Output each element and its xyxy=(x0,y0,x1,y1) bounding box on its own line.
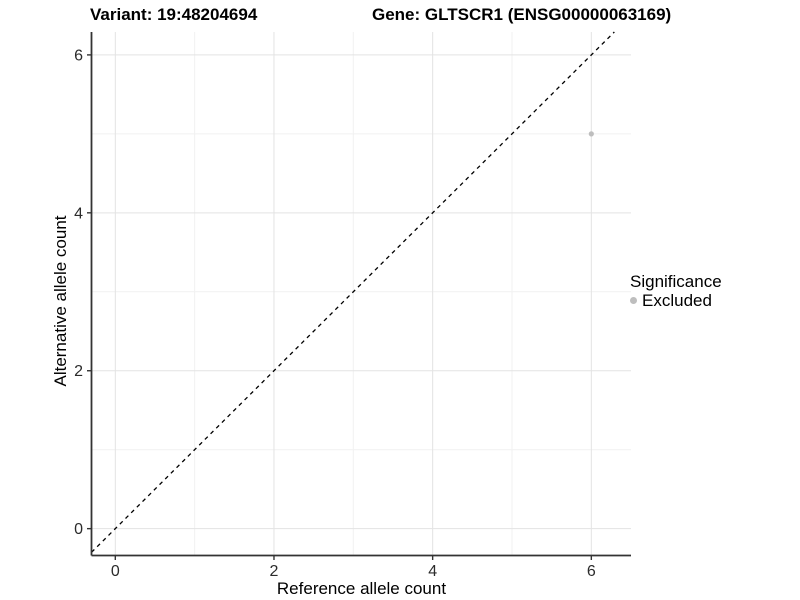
variant-title: Variant: 19:48204694 xyxy=(90,5,258,24)
y-axis-tick-label: 2 xyxy=(74,363,83,380)
data-point xyxy=(588,131,594,137)
y-axis-title: Alternative allele count xyxy=(51,215,70,387)
y-axis-tick-label: 4 xyxy=(74,205,83,222)
excluded-point-icon xyxy=(630,297,637,304)
legend-item-label: Excluded xyxy=(642,291,712,310)
legend-item: Excluded xyxy=(630,291,722,310)
legend-title: Significance xyxy=(630,272,722,291)
x-axis-title: Reference allele count xyxy=(276,579,447,598)
legend: Significance Excluded xyxy=(630,272,722,310)
x-axis-tick-label: 4 xyxy=(428,563,437,580)
x-axis-tick-label: 2 xyxy=(270,563,279,580)
y-axis-tick-label: 0 xyxy=(74,521,83,538)
identity-line xyxy=(91,31,615,553)
gene-title: Gene: GLTSCR1 (ENSG00000063169) xyxy=(372,5,672,24)
x-axis-tick-label: 0 xyxy=(111,563,120,580)
y-axis-tick-label: 6 xyxy=(74,47,83,64)
x-axis-tick-label: 6 xyxy=(587,563,596,580)
